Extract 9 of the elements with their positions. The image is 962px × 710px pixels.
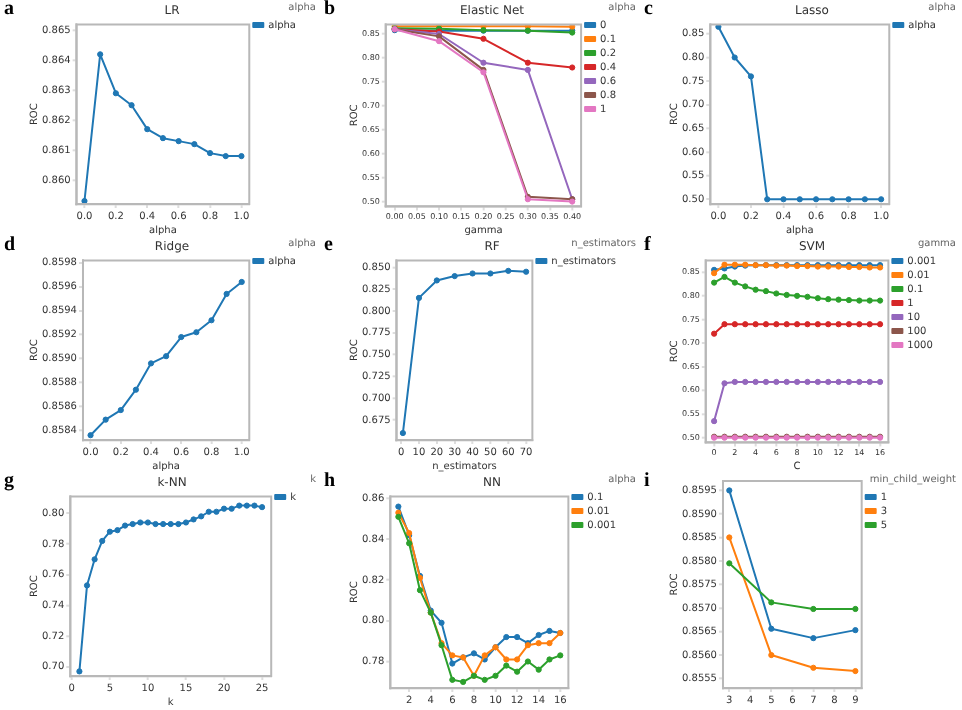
text: d [4, 234, 16, 256]
text: a [4, 0, 14, 20]
text: i [644, 470, 650, 492]
text: c [644, 0, 653, 20]
text: h [324, 470, 336, 492]
text: f [644, 234, 651, 256]
text: e [324, 234, 333, 256]
text: g [4, 470, 14, 492]
text: b [324, 0, 336, 20]
